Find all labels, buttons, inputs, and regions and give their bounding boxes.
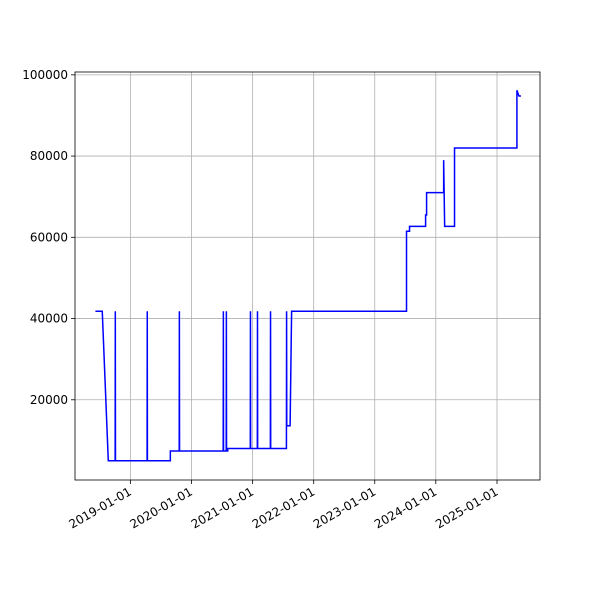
data-line (95, 90, 521, 462)
x-tick-label: 2019-01-01 (66, 484, 133, 531)
x-tick-label: 2022-01-01 (250, 484, 317, 531)
y-tick-label: 20000 (30, 393, 68, 407)
x-tick-label: 2025-01-01 (433, 484, 500, 531)
y-tick-label: 40000 (30, 312, 68, 326)
y-tick-label: 100000 (22, 68, 68, 82)
y-tick-label: 60000 (30, 230, 68, 244)
plot-frame (74, 71, 541, 481)
x-tick-label: 2023-01-01 (311, 484, 378, 531)
x-tick-label: 2021-01-01 (189, 484, 256, 531)
x-tick-label: 2024-01-01 (372, 484, 439, 531)
y-tick-label: 80000 (30, 149, 68, 163)
x-tick-label: 2020-01-01 (128, 484, 195, 531)
